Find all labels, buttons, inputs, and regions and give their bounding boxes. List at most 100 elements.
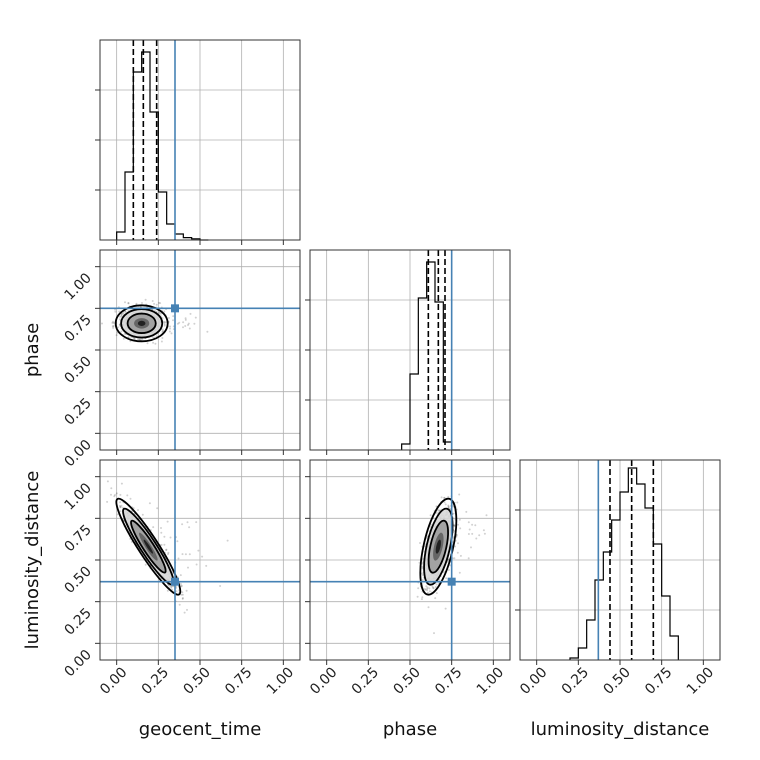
sample-point: [453, 557, 456, 560]
sample-point: [182, 321, 185, 324]
sample-point: [115, 492, 118, 495]
x-tick-label: 0.25: [139, 664, 172, 697]
y-tick-label: 0.50: [61, 564, 94, 597]
sample-point: [112, 322, 115, 324]
sample-point: [165, 548, 168, 551]
sample-point: [139, 338, 142, 341]
sample-point: [444, 607, 447, 610]
sample-point: [129, 497, 132, 500]
x-axis-label-luminosity_distance: luminosity_distance: [531, 719, 710, 740]
sample-point: [124, 310, 127, 313]
sample-point: [176, 540, 179, 543]
x-tick-label: 1.00: [474, 664, 507, 697]
sample-point: [175, 590, 178, 593]
sample-point: [447, 495, 450, 498]
sample-point: [156, 507, 159, 510]
sample-point: [194, 316, 197, 319]
sample-point: [112, 320, 114, 323]
y-tick-label: 1.00: [61, 480, 94, 513]
sample-point: [148, 502, 151, 505]
sample-point: [458, 518, 461, 521]
sample-point: [172, 315, 175, 318]
sample-point: [434, 597, 437, 600]
sample-point: [438, 509, 441, 512]
x-tick-label: 0.75: [432, 664, 465, 697]
panel-scatter-phase-luminosity_distance: [309, 459, 511, 661]
sample-point: [106, 500, 109, 503]
sample-point: [423, 588, 426, 590]
sample-point: [126, 494, 129, 497]
sample-point: [475, 537, 478, 540]
histogram-geocent_time: [116, 51, 209, 241]
sample-point: [447, 505, 450, 508]
sample-point: [440, 496, 443, 499]
sample-point: [116, 513, 119, 516]
sample-point: [118, 310, 121, 313]
x-tick-label: 0.50: [600, 664, 633, 697]
sample-point: [110, 487, 113, 490]
sample-point: [169, 536, 172, 539]
sample-point: [154, 342, 157, 345]
panel-scatter-geocent_time-phase: [99, 249, 301, 451]
sample-point: [155, 303, 158, 306]
sample-point: [152, 526, 155, 529]
sample-point: [137, 509, 139, 512]
sample-point: [181, 597, 184, 599]
sample-point: [421, 567, 424, 570]
sample-point: [426, 586, 429, 589]
sample-point: [459, 527, 462, 530]
sample-point: [161, 337, 164, 339]
sample-point: [167, 317, 170, 319]
sample-point: [114, 494, 116, 496]
histogram-phase: [401, 261, 460, 451]
sample-point: [428, 590, 431, 593]
sample-point: [112, 326, 115, 329]
y-tick-label: 0.25: [61, 605, 94, 638]
density-contour-0: [115, 497, 182, 596]
sample-point: [115, 334, 118, 337]
sample-point: [419, 542, 421, 544]
sample-point: [443, 496, 446, 499]
truth-marker: [447, 577, 456, 586]
sample-point: [135, 302, 138, 305]
sample-point: [164, 321, 167, 324]
density-contour-4: [143, 539, 154, 554]
sample-point: [124, 310, 127, 313]
truth-marker: [171, 304, 179, 313]
sample-point: [167, 553, 169, 556]
sample-point: [120, 330, 123, 333]
sample-point: [160, 340, 163, 343]
sample-point: [111, 325, 114, 328]
sample-point: [180, 585, 183, 588]
sample-point: [429, 514, 432, 517]
sample-point: [110, 493, 112, 496]
sample-point: [181, 597, 184, 600]
sample-point: [138, 338, 141, 341]
sample-point: [136, 338, 139, 341]
sample-point: [188, 327, 191, 330]
sample-point: [166, 520, 169, 523]
sample-point: [181, 591, 184, 594]
sample-point: [420, 598, 423, 601]
y-tick-label: 0.00: [61, 437, 94, 470]
sample-point: [432, 587, 435, 590]
sample-point: [155, 335, 158, 338]
sample-point: [144, 298, 147, 301]
sample-point: [457, 542, 459, 545]
sample-point: [445, 577, 448, 580]
x-axis-label-phase: phase: [383, 719, 437, 740]
sample-point: [453, 524, 456, 527]
axis-labels: geocent_time phase luminosity_distancephas…: [22, 323, 709, 740]
sample-point: [119, 506, 122, 508]
sample-point: [226, 539, 229, 542]
sample-point: [133, 337, 136, 340]
sample-point: [146, 342, 149, 345]
sample-point: [201, 555, 204, 558]
sample-point: [205, 564, 208, 567]
sample-point: [151, 300, 154, 302]
sample-point: [435, 583, 438, 586]
sample-point: [206, 330, 209, 333]
sample-point: [127, 336, 130, 339]
sample-point: [182, 326, 184, 329]
x-tick-label: 1.00: [684, 664, 717, 697]
